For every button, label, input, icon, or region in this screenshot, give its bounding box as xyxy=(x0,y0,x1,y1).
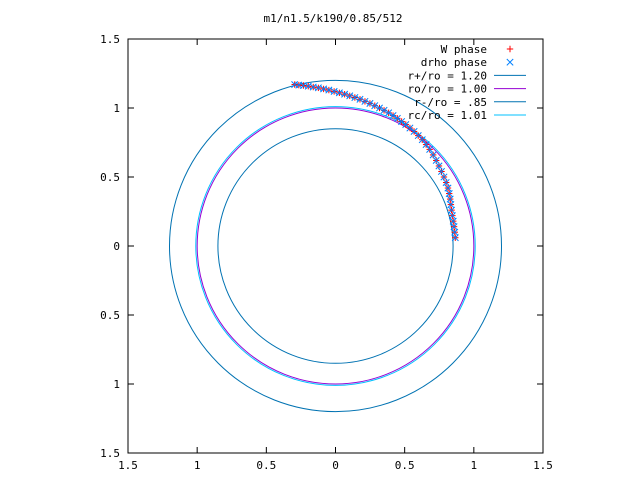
legend-label: r+/ro = 1.20 xyxy=(408,69,487,82)
data-point xyxy=(422,141,430,149)
y-tick-label: 0.5 xyxy=(100,171,120,184)
legend-marker xyxy=(506,58,514,66)
data-point xyxy=(356,95,364,103)
y-tick-label: 1 xyxy=(113,378,120,391)
data-point xyxy=(445,190,453,198)
x-tick-label: 1 xyxy=(471,459,478,472)
circle-curve xyxy=(195,106,476,386)
legend-label: ro/ro = 1.00 xyxy=(408,83,487,96)
data-point xyxy=(346,92,354,100)
data-point xyxy=(380,106,388,114)
data-point xyxy=(366,99,374,107)
axes: 1.5 1 0.5 0 0.5 1 1.51.510.500.511.5 xyxy=(100,33,553,472)
y-tick-label: 1.5 xyxy=(100,33,120,46)
legend-marker xyxy=(506,45,514,53)
data-point xyxy=(335,89,343,97)
data-point xyxy=(371,102,379,110)
phase-markers xyxy=(291,80,459,242)
data-point xyxy=(444,184,452,192)
x-tick-label: 0.5 xyxy=(395,459,415,472)
y-tick-label: 0 xyxy=(113,240,120,253)
data-point xyxy=(442,178,450,187)
circle-curve xyxy=(196,107,475,385)
y-tick-label: 1.5 xyxy=(100,447,120,460)
y-tick-label: 0.5 xyxy=(100,309,120,322)
x-tick-label: 1.5 xyxy=(118,459,138,472)
circle-curves xyxy=(169,79,502,413)
data-point xyxy=(393,114,401,122)
data-point xyxy=(398,117,406,126)
data-point xyxy=(426,145,434,153)
data-point xyxy=(432,156,440,164)
data-point xyxy=(402,121,410,129)
data-point xyxy=(446,195,454,203)
circle-curve xyxy=(169,79,502,413)
data-point xyxy=(361,97,369,105)
chart-title: m1/n1.5/k190/0.85/512 xyxy=(263,12,402,25)
circle-curve xyxy=(217,128,454,364)
data-point xyxy=(291,80,299,89)
data-point xyxy=(330,87,338,95)
y-tick-label: 1 xyxy=(113,102,120,115)
legend-label: W phase xyxy=(441,43,487,56)
data-point xyxy=(389,112,397,120)
data-point xyxy=(385,109,393,117)
legend-label: r-/ro = .85 xyxy=(414,96,487,109)
x-tick-label: 0 xyxy=(332,459,339,472)
x-tick-label: 1 xyxy=(194,459,201,472)
data-point xyxy=(440,173,448,181)
data-point xyxy=(437,167,446,176)
data-point xyxy=(435,162,443,170)
data-point xyxy=(429,151,437,159)
data-point xyxy=(375,104,384,112)
legend-label: drho phase xyxy=(421,56,487,69)
x-tick-label: 0.5 xyxy=(256,459,276,472)
data-point xyxy=(351,93,359,102)
data-point xyxy=(341,90,349,98)
legend-label: rc/ro = 1.01 xyxy=(408,109,487,122)
x-tick-label: 1.5 xyxy=(533,459,553,472)
